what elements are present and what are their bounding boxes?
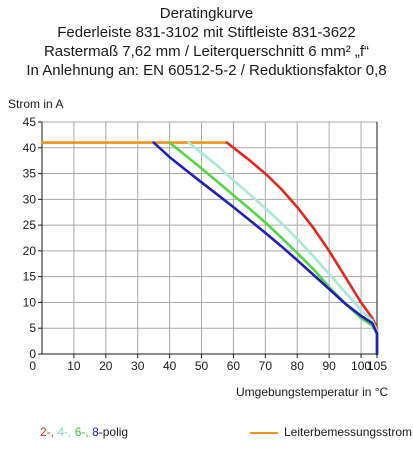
x-tick-label: 80: [291, 359, 305, 373]
legend-rated-current-label: Leiterbemessungsstrom: [284, 425, 413, 439]
x-tick-label: 70: [259, 359, 273, 373]
x-tick-label: 20: [99, 359, 113, 373]
legend-item-4: 4-,: [57, 425, 72, 439]
y-tick-label: 10: [23, 295, 37, 309]
series-line-4: [187, 141, 379, 356]
y-tick-label: 0: [29, 347, 36, 361]
chart-subtitle-3: In Anlehnung an: EN 60512-5-2 / Reduktio…: [26, 62, 387, 79]
x-tick-label: 100: [351, 359, 371, 373]
chart-subtitle-2: Rastermaß 7,62 mm / Leiterquerschnitt 6 …: [43, 43, 370, 60]
chart-title: Deratingkurve: [159, 5, 254, 22]
legend-rated-current: Leiterbemessungsstrom: [250, 425, 412, 439]
legend-item-8: 8-: [92, 425, 103, 439]
y-tick-label: 45: [23, 115, 37, 129]
x-tick-label: 50: [195, 359, 209, 373]
x-tick-label: 40: [163, 359, 177, 373]
chart-subtitle-1: Federleiste 831-3102 mit Stiftleiste 831…: [57, 24, 356, 41]
x-tick-label: 10: [67, 359, 81, 373]
legend-item-6: 6-,: [74, 425, 89, 439]
series-line-8: [152, 141, 379, 356]
y-tick-label: 5: [29, 321, 36, 335]
y-tick-label: 25: [23, 218, 37, 232]
title-block: Deratingkurve Federleiste 831-3102 mit S…: [0, 4, 413, 80]
y-axis-label: Strom in A: [8, 97, 63, 111]
axes: [41, 122, 377, 355]
legend-polig: 2-, 4-, 6-, 8-polig: [40, 425, 128, 439]
y-tick-label: 40: [23, 141, 37, 155]
x-tick-label-origin: 0: [29, 359, 36, 373]
x-tick-label: 30: [131, 359, 145, 373]
tick-labels: 0 5 10 15 20 25 30 35 40 45 10 20 30 40 50 60 70 80 90 1001…: [23, 115, 388, 373]
y-tick-label: 15: [23, 270, 37, 284]
y-tick-label: 20: [23, 244, 37, 258]
x-tick-label: 90: [322, 359, 336, 373]
legend-item-2: 2-,: [40, 425, 55, 439]
series-group: [40, 141, 379, 356]
y-tick-label: 30: [23, 192, 37, 206]
series-line-6: [168, 141, 379, 356]
y-tick-label: 35: [23, 167, 37, 181]
plot-background: [42, 122, 377, 354]
legend-orange-swatch: [250, 431, 278, 434]
x-tick-label: 105: [367, 359, 387, 373]
x-axis-label: Umgebungstemperatur in °C: [236, 385, 389, 399]
x-tick-label: 60: [227, 359, 241, 373]
legend-suffix: polig: [102, 425, 129, 439]
